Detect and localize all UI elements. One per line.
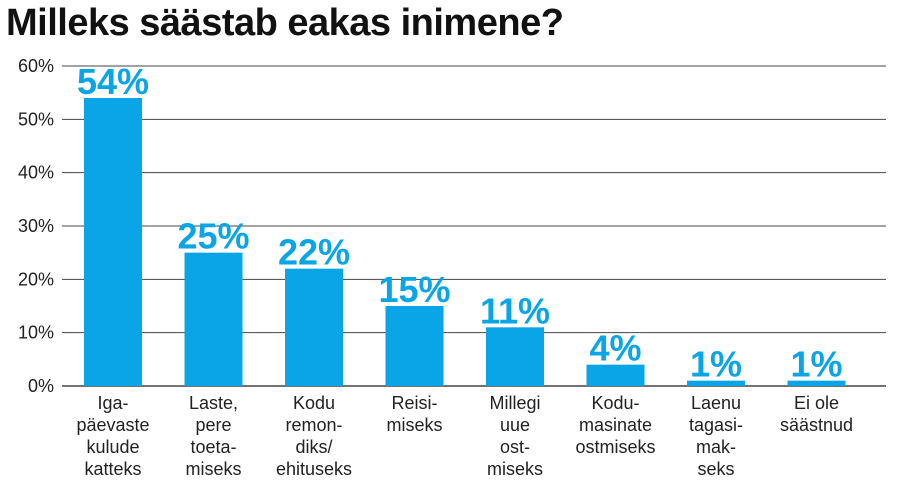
- bar: [486, 327, 544, 386]
- bar: [385, 306, 444, 386]
- x-category-label: Laste, pere toeta-miseks: [185, 393, 241, 479]
- x-category-label: Reisi-miseks: [386, 393, 442, 435]
- bar-value-label: 1%: [790, 344, 842, 385]
- value-labels: 54% 25% 22% 15% 11% 4% 1% 1%: [77, 61, 843, 385]
- bar-value-label: 25%: [177, 216, 249, 257]
- bar: [84, 98, 142, 386]
- bars: [84, 98, 846, 386]
- y-tick-label: 60%: [18, 56, 54, 76]
- y-tick-label: 40%: [18, 163, 54, 183]
- y-tick-label: 10%: [18, 323, 54, 343]
- y-axis-ticks: 0% 10% 20% 30% 40% 50% 60%: [18, 56, 54, 396]
- bar-value-label: 4%: [589, 328, 641, 369]
- x-category-label: Iga-päevaste kulude katteks: [76, 393, 149, 479]
- bar: [687, 380, 745, 386]
- y-tick-label: 0%: [28, 376, 54, 396]
- bar: [184, 252, 243, 386]
- bar: [787, 380, 846, 386]
- bar: [586, 364, 645, 386]
- bar-value-label: 54%: [77, 61, 149, 102]
- y-tick-label: 50%: [18, 109, 54, 129]
- bar-value-label: 22%: [278, 232, 350, 273]
- bar-value-label: 11%: [480, 290, 550, 331]
- x-category-label: Laenu tagasi-mak-seks: [689, 393, 743, 479]
- y-tick-label: 30%: [18, 216, 54, 236]
- x-axis-labels: Iga-päevaste kulude katteks Laste, pere toeta…: [76, 393, 853, 479]
- x-category-label: Kodu-masinate ostmiseks: [575, 393, 655, 457]
- x-category-label: Kodu remon-diks/ehituseks: [276, 393, 352, 479]
- x-category-label: Millegi uue ost-miseks: [487, 393, 543, 479]
- bar: [285, 268, 343, 386]
- bar-value-label: 15%: [378, 269, 450, 310]
- x-category-label: Ei ole säästnud: [780, 393, 853, 435]
- bar-value-label: 1%: [690, 344, 742, 385]
- chart-title: Milleks säästab eakas inimene?: [6, 2, 564, 44]
- y-tick-label: 20%: [18, 269, 54, 289]
